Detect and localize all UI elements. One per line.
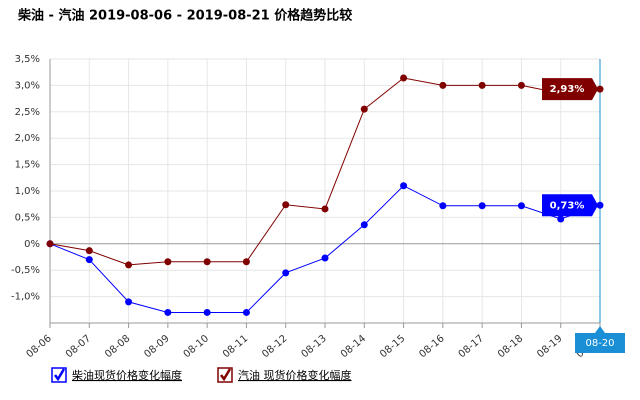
point	[439, 202, 447, 210]
y-tick-label: 1,5%	[15, 160, 40, 171]
x-tick-label: 08-12	[260, 333, 289, 360]
point	[282, 201, 290, 209]
x-tick-label: 08-08	[103, 333, 132, 360]
point	[400, 182, 408, 190]
legend-item[interactable]: 汽油 现货价格变化幅度	[217, 367, 352, 383]
y-tick-label: 0%	[24, 239, 40, 250]
point	[439, 81, 447, 89]
point	[125, 261, 133, 269]
y-tick-label: 3,5%	[15, 54, 40, 65]
y-tick-label: -0,5%	[11, 265, 40, 276]
x-tick-label: 08-15	[378, 333, 407, 360]
x-tick-label: 08-19	[535, 333, 564, 360]
x-tick-label: 08-13	[300, 333, 329, 360]
point	[321, 205, 329, 213]
legend-check	[220, 368, 232, 382]
point	[282, 269, 290, 277]
value-label: 2,93%	[550, 84, 585, 95]
point	[517, 81, 525, 89]
x-tick-label: 08-17	[457, 333, 486, 360]
point	[203, 258, 211, 266]
x-tick-label: 08-10	[182, 333, 211, 360]
x-tick-label: 08-07	[64, 333, 93, 360]
x-tick-label: 08-06	[25, 333, 54, 360]
point	[478, 81, 486, 89]
y-tick-label: 2,5%	[15, 107, 40, 118]
value-label-box	[542, 78, 598, 101]
point	[400, 74, 408, 82]
point	[360, 221, 368, 229]
value-label-box	[542, 194, 598, 217]
y-tick-label: 0,5%	[15, 212, 40, 223]
point	[321, 254, 329, 262]
y-tick-label: 2,0%	[15, 133, 40, 144]
point	[517, 202, 525, 210]
x-tooltip	[575, 326, 625, 353]
y-tick-label: 1,0%	[15, 186, 40, 197]
point	[242, 308, 250, 316]
legend-item[interactable]: 柴油现货价格变化幅度	[51, 367, 182, 383]
x-tick-label: 08-16	[417, 333, 446, 360]
point	[125, 298, 133, 306]
point	[596, 85, 604, 93]
point	[46, 240, 54, 248]
x-tick-label: 08-11	[221, 333, 250, 360]
legend-label: 柴油现货价格变化幅度	[72, 368, 182, 382]
point	[557, 215, 565, 223]
x-tooltip-label: 08-20	[585, 338, 614, 349]
y-tick-label: 3,0%	[15, 80, 40, 91]
chart-title: 柴油 - 汽油 2019-08-06 - 2019-08-21 价格趋势比较	[17, 8, 352, 24]
x-tick-label: 08-18	[496, 333, 525, 360]
point	[164, 258, 172, 266]
point	[85, 256, 93, 264]
legend-label: 汽油 现货价格变化幅度	[238, 368, 352, 382]
point	[85, 247, 93, 255]
point	[478, 202, 486, 210]
point	[164, 308, 172, 316]
value-label: 0,73%	[550, 200, 585, 211]
x-tick-label: 08-14	[339, 333, 368, 360]
legend-check	[54, 368, 66, 382]
point	[242, 258, 250, 266]
x-tick-label: 08-09	[142, 333, 171, 360]
y-tick-label: -1,0%	[11, 292, 40, 303]
point	[360, 105, 368, 113]
point	[203, 308, 211, 316]
point	[596, 201, 604, 209]
